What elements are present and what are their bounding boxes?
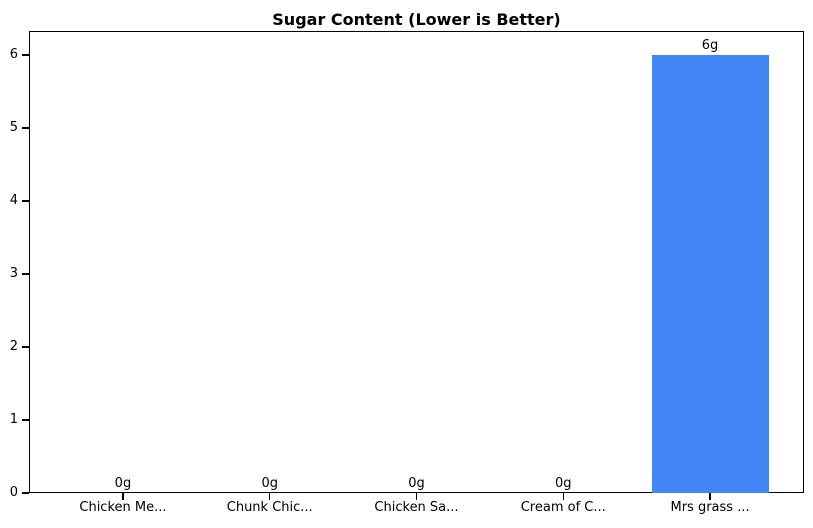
- bar-value-label: 0g: [114, 476, 132, 491]
- y-tick-mark: [22, 492, 29, 494]
- bar-value-label: 0g: [261, 476, 278, 491]
- chart-title: Sugar Content (Lower is Better): [272, 10, 561, 29]
- x-tick-mark: [562, 493, 565, 500]
- y-tick-label: 3: [9, 266, 18, 282]
- y-tick-mark: [22, 127, 29, 129]
- y-tick-label: 5: [9, 120, 18, 136]
- bar-value-label: 6g: [701, 38, 719, 54]
- x-tick-label: Chicken Me...: [79, 500, 167, 515]
- y-tick-mark: [22, 419, 29, 421]
- bar-value-label: 0g: [555, 476, 572, 491]
- x-tick-mark: [415, 493, 418, 500]
- y-tick-label: 1: [9, 412, 18, 427]
- x-tick-mark: [268, 493, 271, 500]
- y-tick-mark: [22, 200, 29, 202]
- y-tick-mark: [22, 54, 29, 56]
- x-tick-label: Chicken Sa...: [374, 500, 459, 515]
- x-tick-label: Mrs grass ...: [670, 500, 750, 515]
- bar-value-label: 0g: [408, 476, 425, 491]
- y-tick-label: 4: [9, 193, 18, 209]
- bar: [651, 55, 769, 493]
- x-tick-mark: [709, 493, 711, 500]
- x-tick-label: Chunk Chic...: [226, 500, 313, 515]
- x-tick-label: Cream of C...: [520, 500, 606, 515]
- y-tick-mark: [22, 273, 29, 275]
- y-tick-mark: [22, 346, 29, 348]
- y-tick-label: 0: [9, 485, 18, 500]
- y-tick-label: 2: [9, 339, 18, 355]
- x-tick-mark: [122, 493, 124, 500]
- y-tick-label: 6: [9, 47, 18, 63]
